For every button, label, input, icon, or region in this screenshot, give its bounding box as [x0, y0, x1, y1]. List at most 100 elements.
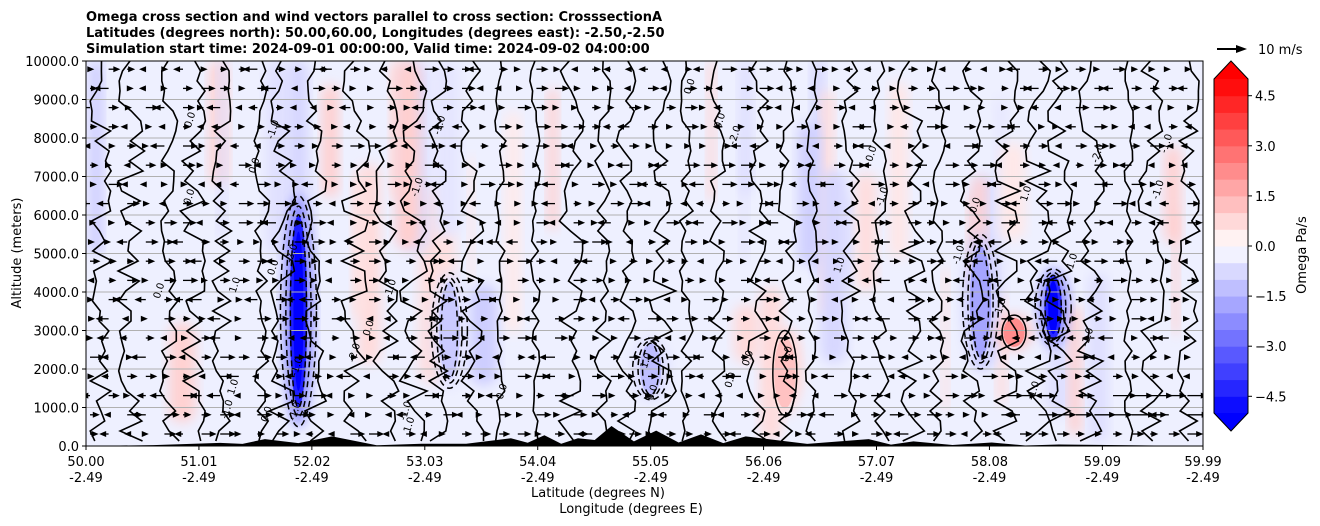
x-tick-label-lat: 55.05	[632, 455, 669, 470]
wind-vector-head	[922, 143, 930, 149]
wind-vector-head	[811, 143, 819, 149]
wind-vector-head	[484, 431, 492, 437]
wind-vector-head	[739, 219, 747, 226]
contour-zero	[211, 61, 233, 442]
wind-vector-head	[1127, 123, 1135, 130]
colorbar-extend-max	[1214, 61, 1248, 79]
contour-label: 0.0	[247, 156, 262, 175]
wind-vector-head	[656, 315, 664, 322]
wind-vector-head	[78, 105, 85, 111]
wind-vector-head	[571, 104, 579, 111]
wind-vector-head	[256, 277, 264, 284]
wind-vector-head	[396, 85, 404, 92]
wind-vector-head	[261, 85, 269, 92]
wind-vector-head	[1027, 296, 1035, 303]
wind-vector-head	[197, 181, 205, 188]
wind-vector-head	[1121, 200, 1129, 207]
wind-vector-head	[540, 239, 548, 245]
wind-vector-head	[1137, 431, 1145, 437]
wind-vector-head	[290, 85, 298, 92]
wind-vector-head	[646, 258, 654, 265]
wind-vector-head	[643, 200, 651, 207]
colorbar-tick-label: 4.5	[1255, 90, 1276, 105]
wind-vector-head	[293, 431, 301, 437]
contour-label: 1.0	[226, 378, 241, 397]
wind-vector-head	[1061, 373, 1069, 380]
wind-vector-head	[600, 392, 608, 399]
wind-vector-head	[366, 354, 374, 361]
wind-vector-head	[208, 335, 216, 341]
wind-vector-head	[899, 123, 907, 130]
wind-vector-head	[1001, 85, 1009, 92]
wind-vector-head	[804, 431, 812, 437]
wind-vector-head	[186, 85, 194, 92]
wind-vector-head	[504, 411, 512, 418]
wind-vector-head	[772, 315, 780, 322]
wind-vector-head	[541, 66, 549, 73]
wind-vector-head	[208, 85, 216, 92]
wind-vector-head	[347, 239, 355, 245]
colorbar-outline	[1213, 60, 1249, 432]
contour-label: 0.0	[182, 188, 197, 207]
wind-vector-head	[960, 431, 968, 437]
contour-negative	[436, 277, 463, 384]
wind-vector-head	[335, 373, 343, 380]
wind-vector-head	[714, 392, 722, 399]
wind-vector-head	[395, 411, 403, 418]
wind-vector-head	[941, 123, 949, 130]
x-tick-label-lon: -2.49	[295, 471, 329, 486]
wind-vector-head	[331, 123, 339, 130]
wind-vector-head	[534, 181, 542, 188]
wind-vector-head	[1017, 277, 1025, 284]
wind-vector-head	[1116, 373, 1124, 380]
wind-vector-head	[431, 143, 439, 149]
wind-vector-head	[839, 219, 847, 226]
wind-vector-head	[1097, 335, 1105, 341]
wind-vector-head	[792, 104, 800, 111]
wind-vector-head	[941, 200, 949, 207]
wind-vector-head	[811, 373, 819, 380]
wind-vector-head	[189, 219, 197, 226]
wind-vector-head	[204, 335, 212, 341]
wind-vector-head	[541, 85, 549, 92]
wind-vector-head	[692, 354, 700, 361]
wind-vector-head	[349, 296, 357, 303]
wind-vector-head	[1150, 354, 1158, 361]
wind-vector-head	[930, 258, 938, 265]
wind-vector-head	[1173, 431, 1181, 437]
wind-vector-head	[1131, 335, 1139, 341]
wind-vector-head	[856, 123, 864, 130]
title-line-3: Simulation start time: 2024-09-01 00:00:…	[86, 42, 650, 57]
wind-vector-head	[587, 162, 595, 169]
wind-vector-head	[965, 66, 973, 73]
wind-vector-head	[1045, 219, 1053, 226]
wind-vector-head	[163, 373, 171, 380]
wind-vector-head	[282, 315, 290, 322]
wind-vector-head	[712, 123, 720, 130]
colorbar-segment	[1214, 195, 1248, 214]
wind-vector-head	[616, 123, 624, 130]
wind-vector-head	[333, 85, 341, 92]
wind-vector-head	[673, 219, 681, 226]
wind-vector-head	[766, 66, 774, 73]
wind-vector-head	[1011, 335, 1019, 341]
wind-vector-head	[1093, 66, 1101, 73]
wind-vector-head	[1116, 258, 1124, 265]
chart-title: Omega cross section and wind vectors par…	[86, 10, 665, 57]
wind-vector-head	[438, 431, 446, 437]
wind-vector-head	[411, 335, 419, 341]
wind-vector-head	[991, 373, 999, 380]
wind-vector-head	[515, 411, 523, 418]
wind-vector-head	[321, 392, 329, 399]
wind-vector-head	[1055, 181, 1063, 188]
wind-vector-head	[101, 373, 109, 380]
wind-vector-head	[130, 373, 138, 380]
wind-vector-head	[931, 315, 939, 322]
wind-vector-head	[1041, 258, 1049, 265]
wind-vector-head	[466, 66, 474, 73]
omega-band	[820, 169, 847, 364]
wind-vector-head	[796, 143, 804, 149]
wind-vector-head	[715, 85, 723, 92]
wind-vector-head	[970, 315, 978, 322]
contour-zero	[427, 61, 450, 442]
